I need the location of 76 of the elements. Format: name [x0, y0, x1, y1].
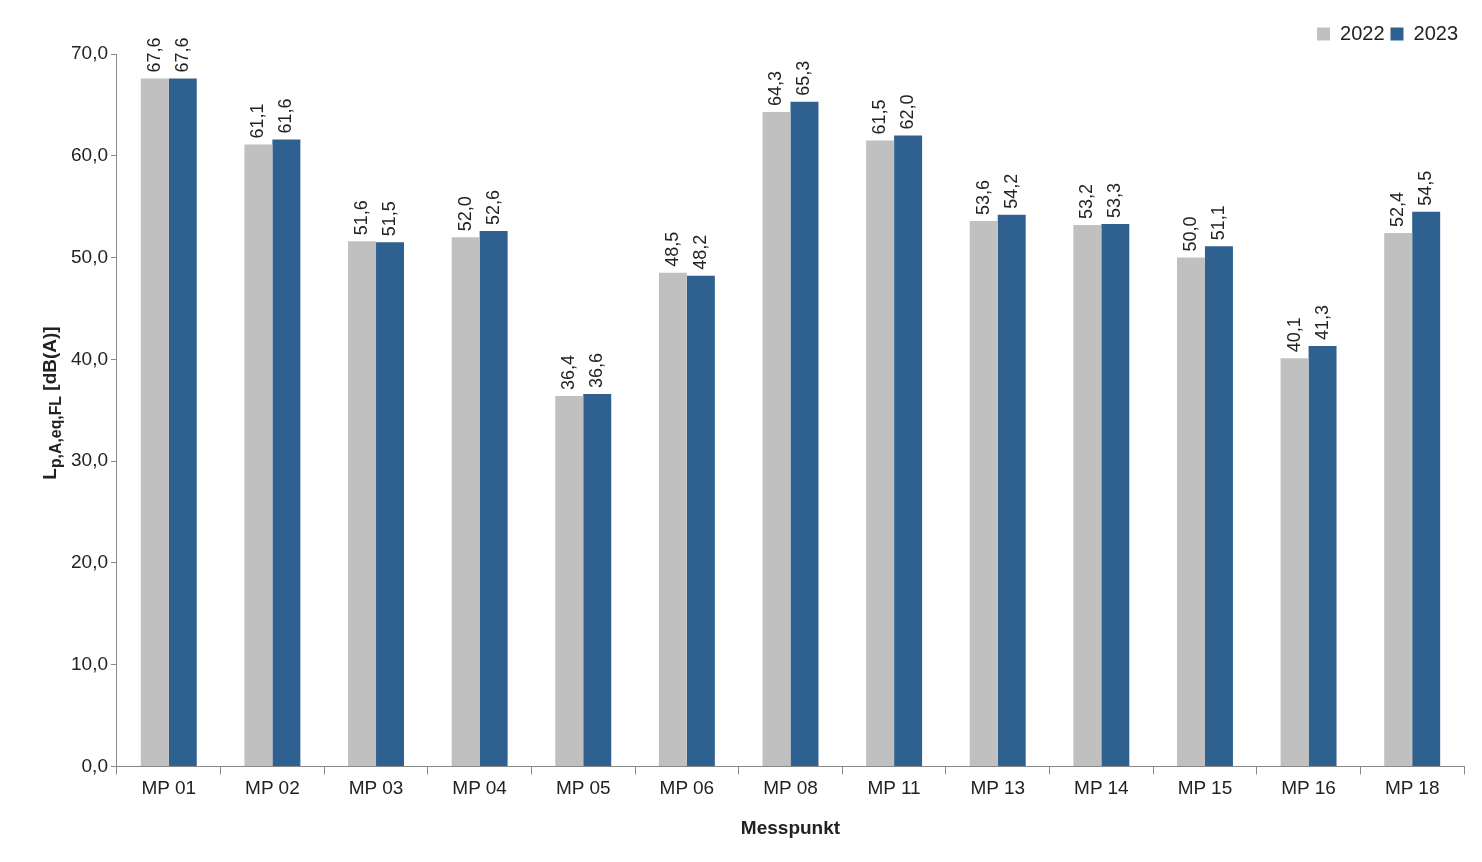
- x-tick-label: MP 03: [348, 777, 404, 799]
- data-label: 51,1: [1207, 205, 1228, 241]
- y-tick-label: 20,0: [71, 551, 108, 573]
- bar: [272, 139, 301, 766]
- x-tick-label: MP 11: [867, 777, 921, 799]
- x-tick-label: MP 08: [763, 777, 818, 799]
- x-tick-label: MP 04: [452, 777, 508, 799]
- data-label: 61,5: [869, 99, 890, 135]
- data-label: 54,5: [1415, 170, 1436, 206]
- bar: [168, 78, 197, 766]
- data-label: 61,1: [247, 103, 268, 139]
- bar: [969, 220, 998, 766]
- bar: [479, 231, 508, 766]
- bar: [1176, 257, 1205, 766]
- bar: [866, 140, 895, 766]
- bar: [1384, 233, 1413, 766]
- bar: [1204, 246, 1233, 766]
- data-label: 65,3: [793, 60, 814, 96]
- data-label: 64,3: [765, 70, 786, 107]
- bar: [555, 395, 584, 766]
- x-tick-label: MP 16: [1281, 777, 1336, 799]
- bar: [658, 272, 687, 766]
- y-tick-label: 40,0: [71, 347, 108, 369]
- legend-label: 2022: [1340, 21, 1385, 44]
- y-tick-label: 10,0: [71, 652, 108, 674]
- data-label: 61,6: [275, 98, 296, 134]
- x-tick-label: MP 13: [970, 777, 1026, 799]
- bar: [1412, 211, 1441, 766]
- bar: [376, 242, 404, 766]
- bar: [348, 241, 377, 766]
- x-tick-label: MP 06: [659, 777, 715, 799]
- y-tick-label: 50,0: [71, 245, 108, 267]
- data-label: 48,2: [689, 234, 710, 270]
- data-label: 40,1: [1283, 317, 1304, 353]
- data-label: 52,4: [1387, 192, 1408, 228]
- data-label: 67,6: [171, 37, 192, 73]
- x-tick-label: MP 02: [245, 777, 300, 799]
- data-label: 52,0: [454, 196, 475, 232]
- data-label: 62,0: [897, 94, 918, 130]
- y-tick-label: 70,0: [71, 42, 108, 64]
- x-tick-label: MP 14: [1074, 777, 1130, 799]
- bar: [140, 78, 169, 766]
- bar: [762, 112, 791, 766]
- data-label: 54,2: [1000, 173, 1021, 209]
- data-label: 48,5: [661, 231, 682, 267]
- bar: [790, 101, 819, 766]
- data-label: 53,3: [1104, 182, 1125, 218]
- bar: [1308, 346, 1337, 766]
- bar: [894, 135, 923, 766]
- x-tick-label: MP 01: [141, 777, 197, 799]
- x-tick-label: MP 05: [555, 777, 611, 799]
- bar: [451, 237, 480, 766]
- bar: [244, 144, 273, 766]
- bar: [1280, 358, 1309, 766]
- legend-label: 2023: [1413, 21, 1459, 44]
- data-label: 67,6: [143, 37, 164, 73]
- x-tick-label: MP 18: [1384, 777, 1440, 799]
- data-label: 52,6: [482, 190, 503, 226]
- bar: [583, 393, 612, 766]
- data-label: 53,6: [972, 179, 993, 215]
- y-tick-label: 0,0: [81, 754, 108, 776]
- bar: [1073, 224, 1102, 766]
- y-tick-label: 60,0: [71, 144, 108, 166]
- bar: [686, 275, 715, 766]
- data-label: 36,6: [586, 352, 607, 388]
- data-label: 41,3: [1311, 305, 1332, 341]
- data-label: 51,5: [378, 201, 399, 237]
- data-label: 36,4: [558, 354, 579, 390]
- bar: [1101, 223, 1130, 766]
- data-label: 50,0: [1179, 216, 1200, 252]
- y-tick-label: 30,0: [71, 449, 108, 471]
- data-label: 53,2: [1076, 183, 1097, 219]
- x-axis-title: Messpunkt: [740, 816, 841, 838]
- data-label: 51,6: [351, 200, 371, 236]
- bar: [997, 214, 1026, 766]
- x-tick-label: MP 15: [1177, 777, 1233, 799]
